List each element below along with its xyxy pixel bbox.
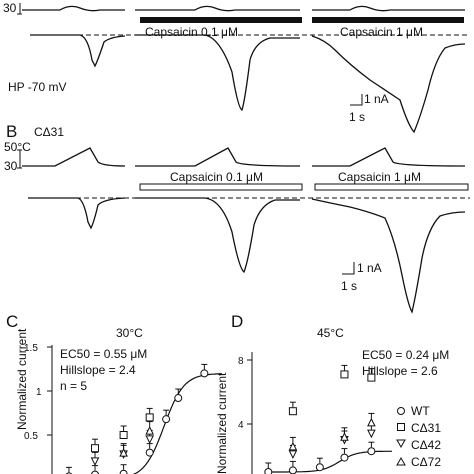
data-point-triangle-up-0 — [119, 447, 128, 457]
legend-cd42-symbol — [396, 439, 406, 449]
panel-a-temp-trace-3 — [312, 5, 465, 12]
data-point-circle-3 — [340, 453, 349, 462]
data-point-square-2 — [145, 413, 154, 422]
panel-d-ec50: EC50 = 0.24 μM — [362, 348, 449, 362]
legend-cd72-symbol — [396, 456, 406, 466]
capsaicin-1-label-b: Capsaicin 1 μM — [338, 170, 421, 184]
panel-c-ytick-1: 1.5 — [24, 343, 38, 354]
panel-c-ytick-2: 1 — [36, 387, 42, 398]
panel-b-temp-label: 50°C — [4, 140, 31, 154]
panel-d-ylabel: Normalized current — [215, 372, 229, 474]
panel-c-letter: C — [6, 312, 18, 331]
current-trace-b-1 — [28, 197, 126, 230]
data-point-square-2 — [367, 373, 376, 382]
legend-cd72-label: CΔ72 — [411, 455, 441, 469]
panel-c-hillslope: Hillslope = 2.4 — [60, 363, 136, 377]
panel-d: D 45°C Normalized current 8 4 EC50 = 0.2… — [215, 312, 449, 474]
data-point-square-1 — [340, 370, 349, 379]
capsaicin-0.1-label-b: Capsaicin 0.1 μM — [170, 170, 263, 184]
data-point-circle-1 — [91, 470, 99, 474]
legend-wt-label: WT — [411, 404, 430, 418]
panel-b-temp-axis — [17, 149, 22, 169]
scale-bar-b — [342, 262, 355, 275]
current-trace-b-2 — [135, 197, 300, 274]
current-trace-a-3 — [311, 35, 466, 134]
data-point-circle-5 — [174, 394, 183, 403]
scale-current-a: 1 nA — [364, 92, 389, 106]
capsaicin-1-bar-b — [314, 183, 469, 191]
panel-b-temp-trace-2 — [135, 147, 301, 167]
data-point-circle-0 — [264, 468, 273, 474]
panel-b-letter: B — [6, 122, 17, 141]
panel-d-ytick-1: 8 — [238, 356, 244, 367]
legend-cd31-label: CΔ31 — [411, 421, 441, 435]
panel-d-ytick-2: 4 — [238, 420, 244, 431]
current-trace-b-3 — [311, 198, 466, 314]
panel-c-ec50: EC50 = 0.55 μM — [60, 347, 147, 361]
data-point-circle-2 — [119, 469, 128, 474]
data-point-square-0 — [91, 444, 100, 453]
panel-c: C 30°C Normalized current 1.5 1 0.5 EC50… — [6, 312, 223, 474]
data-point-circle-4 — [367, 447, 376, 456]
panel-d-letter: D — [231, 312, 243, 331]
panel-b: B CΔ31 50°C 30 Capsaicin 0.1 μM Capsaici… — [4, 122, 470, 314]
data-point-circle-1 — [288, 466, 297, 474]
data-point-circle-4 — [162, 415, 171, 424]
data-point-circle-3 — [145, 448, 154, 457]
data-point-triangle-up-2 — [367, 417, 376, 427]
panel-c-data-points — [65, 363, 209, 474]
legend-wt-symbol — [397, 407, 405, 415]
data-point-triangle-down-2 — [367, 429, 376, 439]
panel-c-n: n = 5 — [60, 379, 87, 393]
current-trace-a-1 — [30, 34, 126, 68]
data-point-circle-6 — [200, 369, 209, 378]
data-point-square-1 — [119, 431, 128, 439]
capsaicin-0.1-label-a: Capsaicin 0.1 μM — [145, 25, 238, 39]
panel-d-hillslope: Hillslope = 2.6 — [362, 364, 438, 378]
panel-c-y-ticks — [47, 346, 52, 436]
panel-c-title: 30°C — [116, 326, 143, 340]
current-trace-a-2 — [135, 34, 300, 111]
legend: WT CΔ31 CΔ42 CΔ72 — [396, 404, 441, 469]
scale-current-b: 1 nA — [357, 261, 382, 275]
data-point-square-0 — [288, 407, 297, 416]
capsaicin-1-bar-a — [312, 17, 464, 23]
capsaicin-1-label-a: Capsaicin 1 μM — [340, 25, 423, 39]
panel-c-fit-curve — [132, 373, 223, 474]
data-point-triangle-down-2 — [145, 435, 154, 445]
data-point-circle-2 — [315, 463, 324, 472]
scale-bar-a — [350, 94, 363, 106]
panel-b-temp-trace-3 — [312, 147, 466, 167]
panel-a-temp-axis — [17, 3, 22, 15]
panel-b-construct: CΔ31 — [34, 125, 64, 139]
data-point-triangle-down-0 — [288, 450, 298, 460]
data-point-triangle-up-1 — [145, 425, 154, 435]
panel-c-ylabel: Normalized current — [15, 328, 29, 430]
data-point-triangle-up-1 — [340, 432, 349, 441]
panel-b-temp-tick: 30 — [4, 159, 18, 173]
panel-a: 30 Capsaicin 0.1 μM Capsaicin 1 μM HP -7… — [3, 1, 470, 134]
legend-cd31-symbol — [397, 423, 405, 431]
data-point-triangle-up-0 — [288, 441, 298, 451]
panel-d-data-points — [264, 364, 376, 474]
panel-a-temp-trace-1 — [22, 5, 125, 12]
holding-potential-label: HP -70 mV — [8, 80, 66, 94]
panel-a-temp-tick: 30 — [3, 1, 17, 15]
capsaicin-0.1-bar-b — [139, 183, 303, 191]
panel-d-title: 45°C — [317, 326, 344, 340]
panel-b-temp-trace-1 — [22, 147, 126, 167]
data-point-triangle-down-0 — [90, 457, 100, 467]
panel-c-ytick-3: 0.5 — [24, 431, 38, 442]
legend-cd42-label: CΔ42 — [411, 438, 441, 452]
capsaicin-0.1-bar-a — [140, 17, 302, 23]
scale-time-a: 1 s — [349, 110, 365, 124]
scale-time-b: 1 s — [341, 279, 357, 293]
panel-d-y-ticks — [247, 359, 252, 425]
panel-a-temp-trace-2 — [135, 5, 300, 12]
